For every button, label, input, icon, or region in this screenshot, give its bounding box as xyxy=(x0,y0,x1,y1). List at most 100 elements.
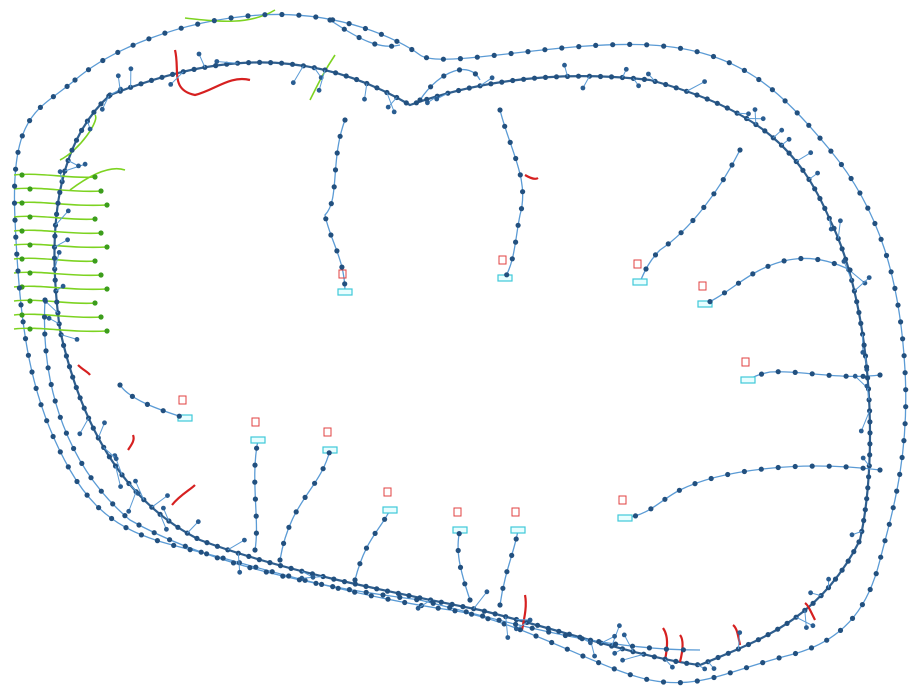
green-node xyxy=(104,328,110,334)
node xyxy=(694,49,700,55)
node xyxy=(864,383,870,389)
node xyxy=(73,137,80,143)
node xyxy=(856,309,862,316)
service-pipe xyxy=(159,514,167,530)
node xyxy=(69,147,75,153)
node xyxy=(77,431,83,437)
node xyxy=(385,596,391,602)
tank xyxy=(510,526,526,534)
node xyxy=(352,581,358,587)
node xyxy=(312,480,318,486)
node xyxy=(588,640,593,646)
node xyxy=(354,76,360,83)
node xyxy=(765,263,771,269)
node xyxy=(899,454,905,461)
node xyxy=(702,79,707,84)
node xyxy=(786,136,792,142)
node xyxy=(852,373,858,379)
node xyxy=(684,88,690,94)
node xyxy=(690,217,696,224)
node xyxy=(838,161,845,168)
service-pipe xyxy=(318,69,326,91)
node xyxy=(729,162,735,168)
node xyxy=(256,557,262,563)
node xyxy=(613,641,619,647)
green-node xyxy=(27,326,33,332)
node xyxy=(564,646,570,652)
node xyxy=(384,588,391,594)
node xyxy=(176,413,182,419)
tank xyxy=(382,506,398,514)
node xyxy=(267,560,273,566)
node xyxy=(13,234,19,240)
node xyxy=(194,535,200,542)
node xyxy=(435,605,441,611)
node xyxy=(878,554,884,560)
service-pipe xyxy=(64,163,86,172)
node xyxy=(758,371,765,377)
node xyxy=(677,680,684,686)
node xyxy=(211,18,217,24)
node xyxy=(592,653,597,659)
service-pipe xyxy=(186,521,199,534)
node xyxy=(586,73,593,79)
node xyxy=(474,54,480,60)
node xyxy=(380,592,386,598)
node xyxy=(755,637,762,643)
node xyxy=(343,73,349,79)
node xyxy=(65,237,70,243)
green-node xyxy=(98,314,104,320)
node xyxy=(447,604,453,611)
node xyxy=(792,463,798,470)
node xyxy=(463,609,469,615)
node xyxy=(29,369,35,375)
node xyxy=(237,569,243,575)
node xyxy=(779,127,785,133)
green-node xyxy=(19,256,25,262)
node xyxy=(741,67,748,73)
node xyxy=(786,150,792,156)
service-pipe xyxy=(54,239,68,248)
node xyxy=(85,67,92,73)
node xyxy=(54,211,60,217)
node xyxy=(808,590,813,596)
node xyxy=(508,50,514,57)
node xyxy=(741,468,748,475)
node xyxy=(77,395,83,401)
node xyxy=(901,438,907,444)
node xyxy=(415,605,421,611)
node xyxy=(877,372,883,378)
node xyxy=(171,542,177,549)
node xyxy=(510,77,516,84)
node xyxy=(815,256,821,263)
node xyxy=(708,475,714,482)
node xyxy=(456,87,462,94)
node xyxy=(515,222,521,228)
node xyxy=(165,493,170,498)
node xyxy=(481,608,487,614)
node xyxy=(44,418,50,424)
node xyxy=(79,127,85,133)
node xyxy=(873,571,879,577)
green-node xyxy=(19,172,25,178)
node xyxy=(644,42,650,48)
service-pipe xyxy=(237,553,241,573)
node xyxy=(51,244,58,250)
node xyxy=(225,547,231,553)
node xyxy=(334,150,340,156)
node xyxy=(162,30,168,36)
node xyxy=(491,52,497,59)
node xyxy=(808,645,815,651)
node xyxy=(425,100,430,106)
node xyxy=(352,577,358,583)
node xyxy=(735,646,742,652)
node xyxy=(413,100,419,106)
node xyxy=(663,81,669,88)
node xyxy=(762,128,768,134)
node xyxy=(851,549,857,555)
node xyxy=(245,13,251,19)
valve xyxy=(251,417,260,427)
node xyxy=(636,83,641,89)
node xyxy=(79,460,85,466)
